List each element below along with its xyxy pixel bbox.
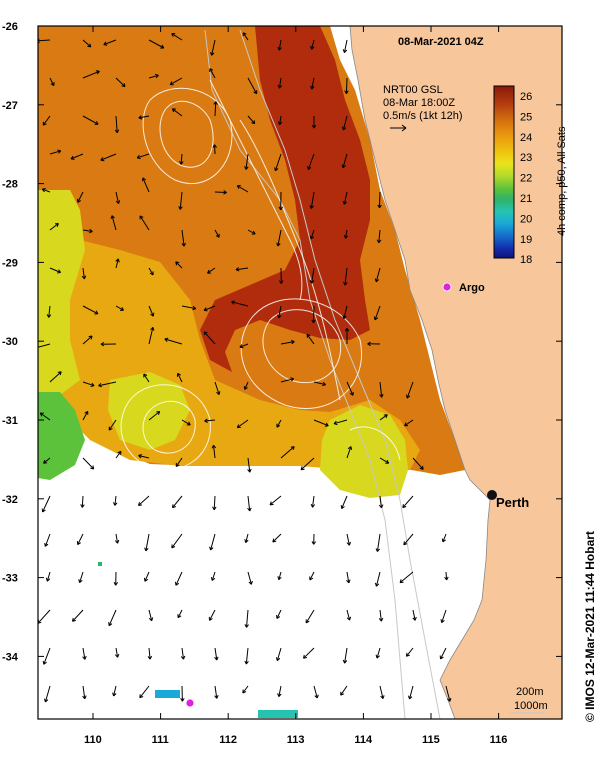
current-arrowhead [139,505,142,506]
sst-speck-teal [258,710,298,718]
x-tick-label: 112 [219,734,237,746]
current-model-label: NRT00 GSL [383,84,443,96]
current-arrowhead [104,45,107,46]
contour-legend-1000m: 1000m [514,700,548,712]
colorbar-tick-label: 25 [520,111,532,123]
current-arrowhead [58,372,61,373]
x-tick-label: 116 [490,734,508,746]
current-arrow [215,192,227,193]
map-title: 08-Mar-2021 04Z [398,36,484,48]
current-arrowhead [291,447,294,448]
colorbar-tick-label: 23 [520,152,532,164]
colorbar-tick-label: 26 [520,91,532,103]
y-tick-label: -30 [2,336,18,348]
current-arrowhead [101,160,105,161]
y-tick-label: -29 [2,257,18,269]
map-content [33,26,562,719]
y-tick-label: -27 [2,100,18,112]
current-arrowhead [240,347,243,348]
colorbar-tick-label: 24 [520,132,532,144]
current-arrowhead [270,504,274,505]
x-tick-label: 110 [84,734,102,746]
current-arrow [380,192,381,208]
current-arrowhead [33,349,36,350]
sst-speck-blue [155,690,180,698]
argo-float-marker-south [186,699,194,707]
current-arrowhead [96,71,100,72]
credit-text: © IMOS 12-Mar-2021 11:44 Hobart [583,531,597,722]
y-tick-label: -34 [2,651,19,663]
y-tick-label: -26 [2,21,18,33]
argo-label: Argo [459,282,485,294]
y-tick-label: -32 [2,494,18,506]
current-scale-label: 0.5m/s (1kt 12h) [383,110,462,122]
current-arrowhead [156,412,159,413]
x-tick-label: 113 [287,734,305,746]
perth-label: Perth [496,495,529,510]
current-arrowhead [301,469,304,470]
colorbar-tick-label: 20 [520,213,532,225]
colorbar-tick-label: 21 [520,193,532,205]
current-arrowhead [400,582,403,583]
x-tick-label: 111 [152,734,169,746]
sst-speck-green [98,562,102,566]
colorbar-tick-label: 22 [520,173,532,185]
x-tick-label: 115 [422,734,440,746]
colorbar-label: 4h comp, p50, All Sats [556,126,568,236]
current-arrowhead [71,159,75,160]
argo-float-marker [443,283,451,291]
colorbar-tick-label: 18 [520,254,532,266]
x-tick-label: 114 [354,734,373,746]
colorbar-tick-label: 19 [520,234,532,246]
current-arrow [346,78,347,94]
current-arrowhead [89,336,92,337]
y-tick-label: -31 [2,415,18,427]
current-arrowhead [204,332,205,335]
current-arrowhead [423,466,424,470]
y-tick-label: -28 [2,179,18,191]
current-arrowhead [33,346,36,349]
current-arrowhead [153,313,154,317]
current-arrowhead [204,310,207,311]
current-time-label: 08-Mar 18:00Z [383,97,455,109]
contour-legend-200m: 200m [516,686,544,698]
colorbar [494,86,514,258]
y-tick-label: -33 [2,573,18,585]
current-arrowhead [44,463,48,464]
current-arrowhead [254,120,255,123]
colorbar-ticks: 26 25 24 23 22 21 20 19 18 [520,91,532,266]
current-arrow [314,306,315,323]
